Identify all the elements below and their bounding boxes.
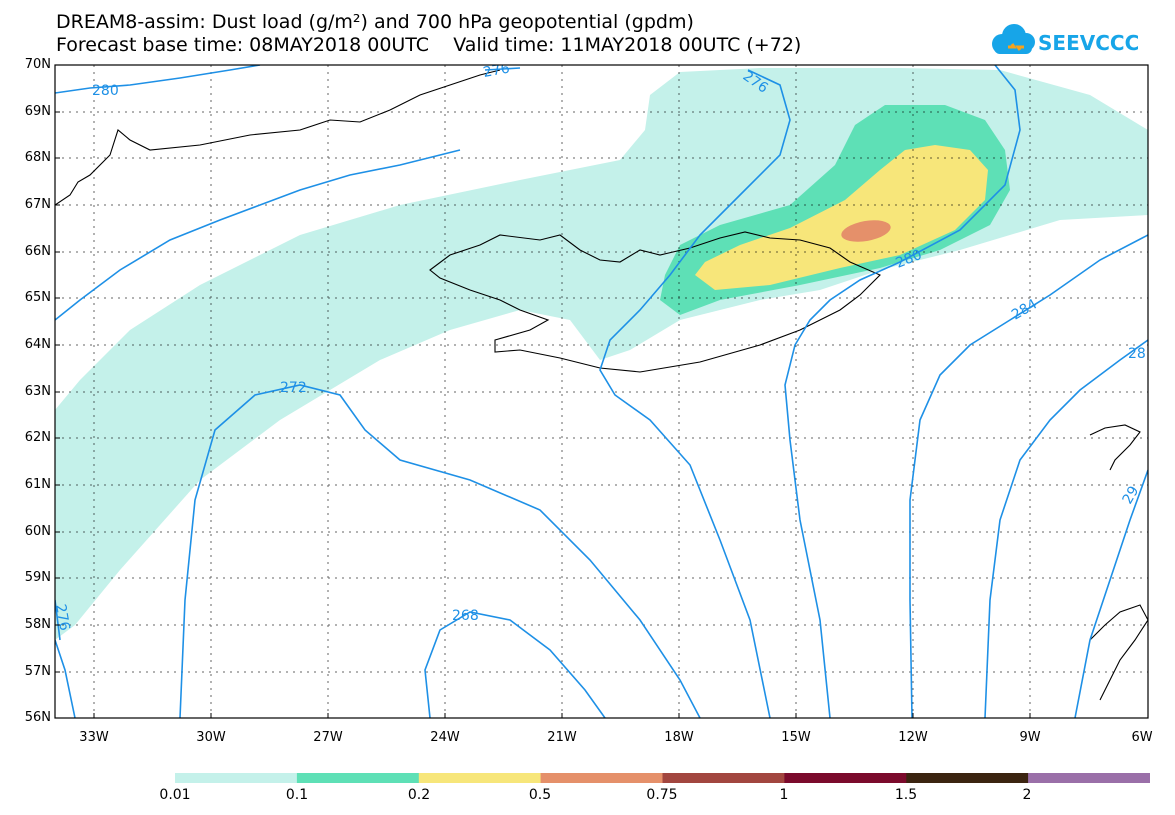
contour-label: 276 bbox=[482, 61, 511, 81]
legend-swatch bbox=[418, 773, 542, 783]
legend-label: 1.5 bbox=[894, 787, 918, 803]
faroe-islands bbox=[1089, 424, 1141, 471]
lat-label: 67N bbox=[24, 197, 51, 212]
contour-label: 28 bbox=[1128, 346, 1146, 362]
iceland-coast bbox=[429, 231, 881, 373]
lon-label: 33W bbox=[79, 730, 109, 745]
legend-label: 0.75 bbox=[646, 787, 678, 803]
contour-label: 272 bbox=[280, 380, 307, 396]
legend-label: 0.1 bbox=[285, 787, 309, 803]
axis-ticks bbox=[55, 64, 1031, 718]
geopotential-contours bbox=[55, 65, 1148, 718]
lon-label: 18W bbox=[664, 730, 694, 745]
lon-label: 12W bbox=[898, 730, 928, 745]
contour-280-east bbox=[784, 65, 1021, 718]
color-legend bbox=[175, 773, 1150, 783]
lat-label: 62N bbox=[24, 430, 51, 445]
lat-label: 59N bbox=[24, 570, 51, 585]
lon-label: 30W bbox=[196, 730, 226, 745]
scotland-coast bbox=[1089, 604, 1148, 701]
lon-label: 9W bbox=[1019, 730, 1041, 745]
lon-label: 27W bbox=[313, 730, 343, 745]
contour-288 bbox=[984, 339, 1148, 718]
greenland-coast bbox=[55, 69, 501, 206]
legend-label: 0.01 bbox=[159, 787, 191, 803]
map-title: DREAM8-assim: Dust load (g/m²) and 700 h… bbox=[56, 11, 694, 33]
legend-label: 0.2 bbox=[407, 787, 431, 803]
lat-label: 70N bbox=[24, 57, 51, 72]
contour-label: 29 bbox=[1120, 484, 1143, 507]
contour-label: 284 bbox=[1009, 296, 1040, 323]
contour-276-main bbox=[599, 69, 791, 718]
legend-swatch bbox=[784, 773, 907, 783]
legend-swatch bbox=[540, 773, 663, 783]
map-subtitle: Forecast base time: 08MAY2018 00UTC Vali… bbox=[56, 34, 802, 56]
coastlines bbox=[55, 69, 1148, 701]
legend-label: 1 bbox=[779, 787, 789, 803]
contour-labels: 280 276 276 280 284 28 272 268 29 276 bbox=[55, 61, 1146, 632]
legend-swatch bbox=[175, 773, 298, 783]
contour-280-nw bbox=[55, 65, 261, 94]
contour-292 bbox=[1074, 469, 1148, 718]
lat-label: 61N bbox=[24, 477, 51, 492]
lon-label: 6W bbox=[1131, 730, 1153, 745]
seevccc-logo: SEEVCCC bbox=[992, 24, 1138, 55]
contour-272 bbox=[55, 384, 701, 718]
contour-284 bbox=[909, 234, 1148, 718]
lon-label: 24W bbox=[430, 730, 460, 745]
lat-label: 60N bbox=[24, 524, 51, 539]
grid-lines bbox=[55, 65, 1148, 718]
legend-swatch bbox=[1028, 773, 1150, 783]
contour-268 bbox=[424, 611, 606, 718]
contour-label: 280 bbox=[92, 83, 119, 99]
lon-label: 21W bbox=[547, 730, 577, 745]
legend-swatch bbox=[662, 773, 785, 783]
contour-label: 268 bbox=[452, 608, 479, 624]
legend-swatch bbox=[296, 773, 420, 783]
lat-label: 63N bbox=[24, 384, 51, 399]
legend-swatch bbox=[906, 773, 1029, 783]
logo-text: SEEVCCC bbox=[1038, 31, 1138, 55]
lon-label: 15W bbox=[781, 730, 811, 745]
lat-label: 58N bbox=[24, 617, 51, 632]
lat-label: 64N bbox=[24, 337, 51, 352]
contour-276-sw bbox=[55, 599, 61, 641]
lat-label: 66N bbox=[24, 244, 51, 259]
lat-label: 57N bbox=[24, 664, 51, 679]
contour-276-north bbox=[484, 67, 521, 71]
lat-label: 65N bbox=[24, 290, 51, 305]
lat-label: 56N bbox=[24, 710, 51, 725]
lat-label: 69N bbox=[24, 104, 51, 119]
contour-280-west bbox=[55, 149, 461, 321]
dust-area-0.5 bbox=[841, 220, 891, 242]
dust-area-0.2 bbox=[695, 145, 988, 290]
legend-label: 2 bbox=[1022, 787, 1032, 803]
legend-label: 0.5 bbox=[528, 787, 552, 803]
lat-label: 68N bbox=[24, 150, 51, 165]
